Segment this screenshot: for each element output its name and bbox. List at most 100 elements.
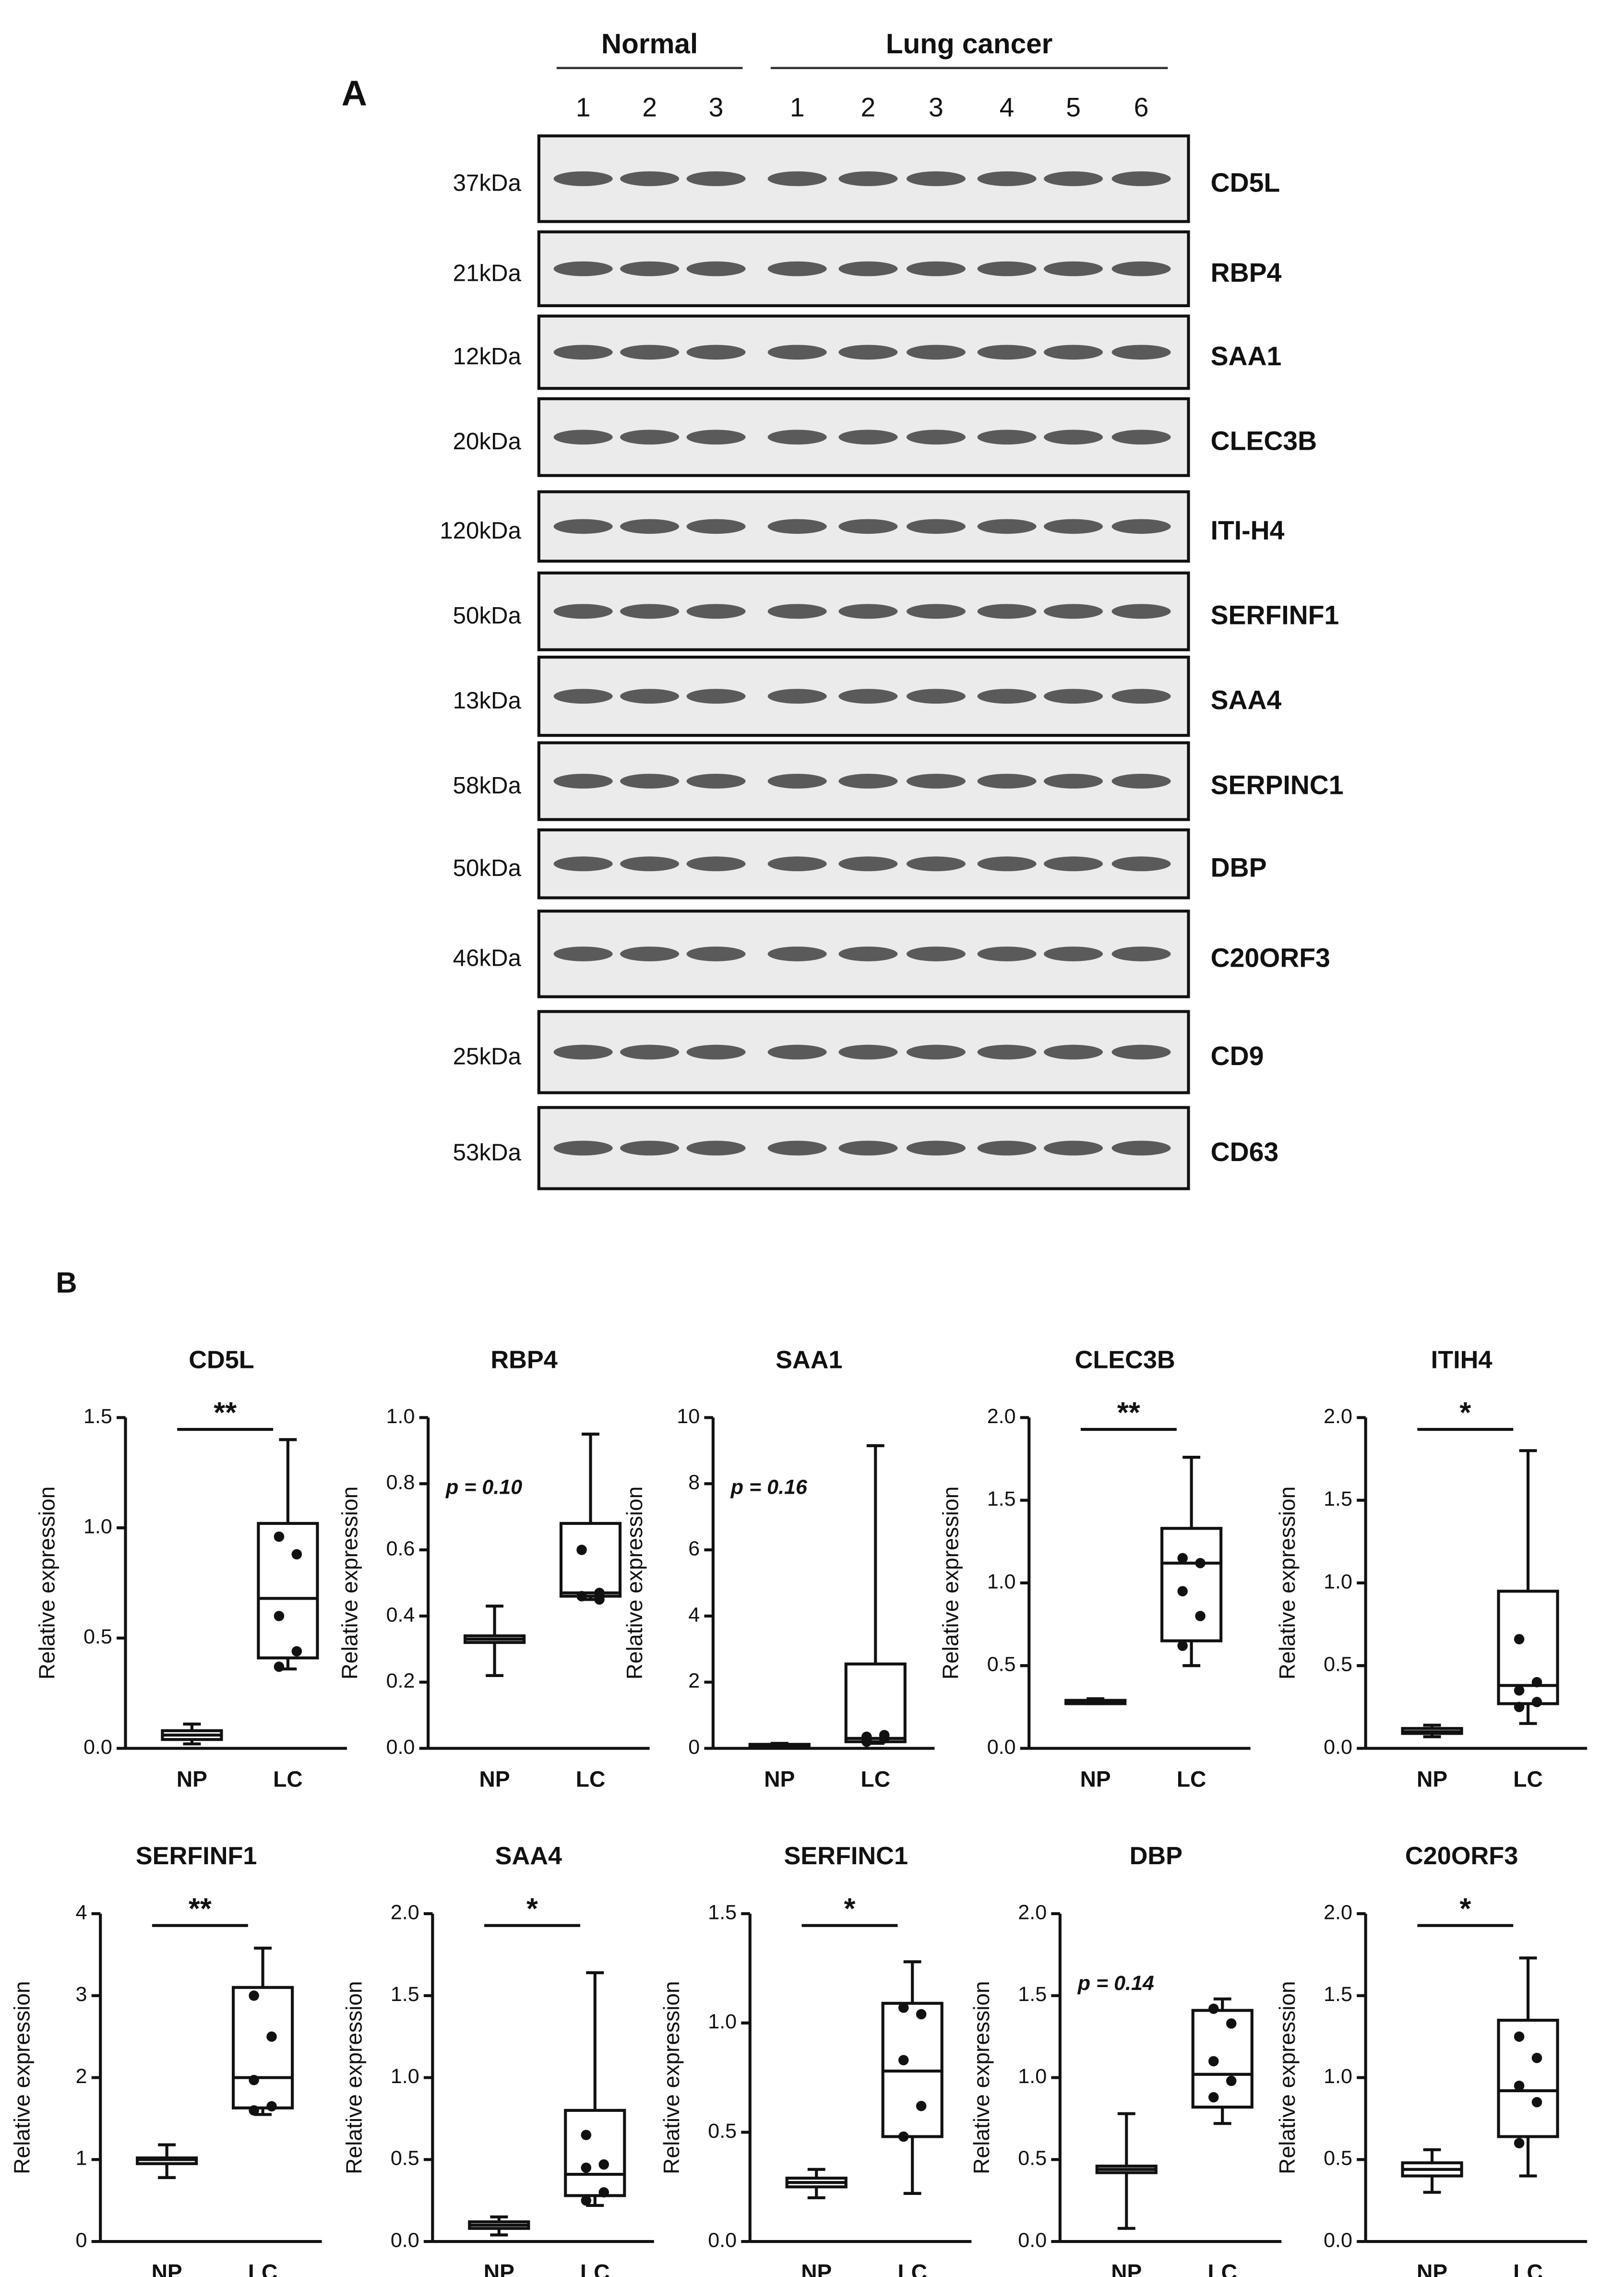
data-point — [291, 1646, 302, 1657]
y-tick-label: 0.5 — [391, 2147, 419, 2170]
protein-label: SERPINC1 — [1211, 770, 1344, 800]
significance-label: * — [526, 1892, 538, 1925]
data-point — [1531, 1677, 1542, 1688]
band — [686, 345, 746, 360]
y-tick-label: 0.0 — [987, 1736, 1016, 1759]
data-point — [1514, 2080, 1525, 2091]
band — [620, 947, 680, 961]
y-tick-label: 0.0 — [708, 2229, 737, 2252]
y-axis-label: Relative expression — [35, 1486, 60, 1680]
kda-label: 12kDa — [453, 343, 522, 370]
data-point — [1208, 2003, 1219, 2014]
kda-label: 53kDa — [453, 1139, 522, 1165]
box — [564, 2109, 626, 2197]
data-point — [916, 2100, 927, 2111]
band — [553, 1044, 613, 1060]
y-tick-label: 2.0 — [1324, 1405, 1352, 1428]
significance-label: * — [1459, 1892, 1471, 1925]
lane-label: 3 — [709, 92, 724, 122]
x-tick-label: LC — [1207, 2260, 1237, 2277]
lane-label: 4 — [1000, 92, 1015, 122]
band — [1111, 774, 1171, 789]
band — [1043, 947, 1103, 961]
data-point — [898, 2131, 909, 2142]
band — [1043, 604, 1103, 619]
band — [553, 261, 613, 276]
band — [767, 689, 827, 704]
band — [767, 604, 827, 619]
y-tick-label: 0.6 — [386, 1537, 415, 1560]
band — [1111, 261, 1171, 276]
lane-label: 1 — [576, 92, 591, 122]
band — [686, 261, 746, 276]
lane-label: 1 — [790, 92, 805, 122]
chart-title: DBP — [1130, 1842, 1182, 1870]
kda-label: 21kDa — [453, 260, 522, 286]
data-point — [581, 2130, 592, 2140]
band — [906, 1044, 966, 1060]
protein-label: CLEC3B — [1211, 426, 1317, 456]
protein-label: CD63 — [1211, 1137, 1279, 1167]
band — [767, 430, 827, 445]
band — [686, 604, 746, 619]
band — [1111, 519, 1171, 534]
y-tick-label: 0 — [76, 2229, 87, 2252]
chart-title: SERFINC1 — [784, 1842, 908, 1870]
chart-title: SERFINF1 — [136, 1842, 257, 1870]
band — [767, 1044, 827, 1060]
band — [906, 604, 966, 619]
band — [620, 856, 680, 872]
band — [620, 1044, 680, 1060]
y-tick-label: 2.0 — [391, 1901, 419, 1924]
band — [906, 689, 966, 704]
band — [906, 430, 966, 445]
kda-label: 25kDa — [453, 1043, 522, 1069]
x-tick-label: LC — [580, 2260, 610, 2277]
protein-label: CD5L — [1211, 168, 1280, 197]
data-point — [249, 2105, 259, 2116]
data-point — [1514, 2031, 1525, 2042]
band — [1111, 1044, 1171, 1060]
box — [1497, 2018, 1559, 2138]
band — [977, 856, 1037, 872]
band — [977, 171, 1037, 186]
chart-title: CD5L — [189, 1346, 254, 1374]
band — [977, 689, 1037, 704]
band — [1111, 856, 1171, 872]
data-point — [1226, 2075, 1237, 2086]
band — [906, 171, 966, 186]
band — [767, 345, 827, 360]
significance-label: ** — [189, 1892, 212, 1925]
y-axis-label: Relative expression — [337, 1486, 362, 1680]
protein-label: ITI-H4 — [1211, 515, 1285, 545]
y-tick-label: 0.5 — [1324, 1653, 1352, 1676]
band — [686, 774, 746, 789]
x-tick-label: NP — [1111, 2260, 1142, 2277]
band — [1043, 345, 1103, 360]
panel-label: B — [56, 1266, 77, 1299]
band — [1111, 1140, 1171, 1156]
data-point — [861, 1735, 872, 1746]
y-tick-label: 0.5 — [84, 1625, 112, 1648]
band — [977, 774, 1037, 789]
band — [553, 604, 613, 619]
band — [838, 171, 898, 186]
y-tick-label: 0.0 — [1324, 2229, 1352, 2252]
y-tick-label: 1.5 — [84, 1405, 112, 1428]
kda-label: 13kDa — [453, 687, 522, 714]
y-tick-label: 1.5 — [1018, 1983, 1047, 2006]
band — [1043, 171, 1103, 186]
x-tick-label: NP — [1417, 1766, 1447, 1791]
y-tick-label: 1.5 — [1324, 1487, 1352, 1510]
protein-label: SERFINF1 — [1211, 600, 1339, 630]
lane-label: 5 — [1066, 92, 1081, 122]
y-tick-label: 0.8 — [386, 1471, 415, 1494]
group-label: Normal — [601, 28, 698, 60]
band — [838, 947, 898, 961]
x-tick-label: NP — [177, 1766, 207, 1791]
band — [620, 689, 680, 704]
band — [1111, 947, 1171, 961]
kda-label: 20kDa — [453, 428, 522, 455]
data-point — [1514, 2138, 1525, 2148]
